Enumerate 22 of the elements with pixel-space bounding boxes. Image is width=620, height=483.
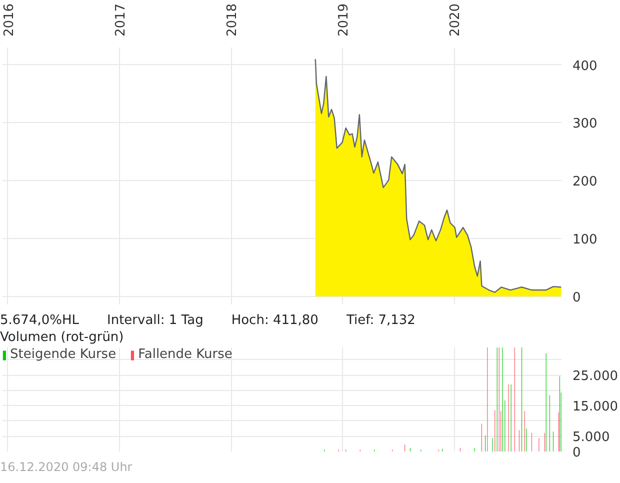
legend-label: Steigende Kurse <box>10 347 116 362</box>
x-tick-label: 2019 <box>336 3 352 36</box>
x-tick-label: 2017 <box>113 3 128 36</box>
text: Intervall: 1 Tag <box>107 313 204 328</box>
x-tick-label: 2020 <box>448 3 464 36</box>
y-tick-label: 25.000 <box>572 369 618 384</box>
chart-title: Volumen (rot-grün) <box>0 329 124 347</box>
y-tick-label: 200 <box>572 174 598 190</box>
y-tick-label: 15.000 <box>572 400 618 415</box>
y-tick-label: 5.000 <box>572 430 610 446</box>
y-tick-label: 0 <box>572 290 581 306</box>
x-tick-label: 2018 <box>225 3 240 36</box>
y-tick-label: 100 <box>572 232 598 248</box>
text: Hoch: 411,80 <box>231 313 318 328</box>
legend-label: Fallende Kurse <box>138 347 232 362</box>
text: Tief: 7,132 <box>346 313 416 328</box>
y-tick-label: 400 <box>572 58 598 74</box>
y-tick-label: 300 <box>572 116 598 132</box>
text: 16.12.2020 09:48 Uhr <box>0 460 132 474</box>
y-tick-label: 0 <box>572 446 581 460</box>
x-tick-label: 2016 <box>2 3 17 36</box>
text: 5.674,0%HL <box>0 313 79 328</box>
